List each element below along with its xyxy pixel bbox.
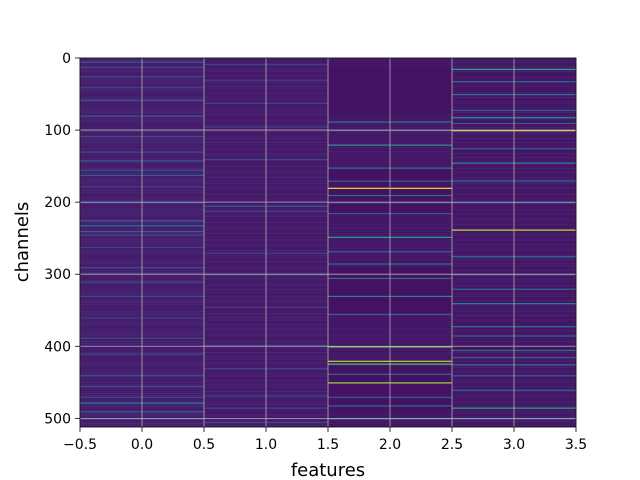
x-tick-label: 0.0	[131, 437, 153, 453]
x-tick-label: 3.0	[503, 437, 525, 453]
x-tick-label: 1.0	[255, 437, 277, 453]
x-axis-label: features	[291, 460, 365, 480]
x-tick-label: 2.5	[441, 437, 463, 453]
x-tick-label: −0.5	[63, 437, 97, 453]
y-tick-label: 300	[44, 267, 71, 283]
y-axis-ticks: 0 100 200 300 400 500	[44, 51, 80, 427]
y-tick-label: 200	[44, 195, 71, 211]
y-axis-label: channels	[12, 202, 33, 283]
y-tick-label: 400	[44, 339, 71, 355]
x-tick-label: 3.5	[565, 437, 587, 453]
x-tick-label: 2.0	[379, 437, 401, 453]
x-tick-label: 0.5	[193, 437, 215, 453]
x-axis-ticks: −0.5 0.0 0.5 1.0 1.5 2.0 2.5 3.0 3.5	[63, 427, 587, 453]
y-tick-label: 0	[62, 51, 71, 67]
x-tick-label: 1.5	[317, 437, 339, 453]
y-tick-label: 100	[44, 123, 71, 139]
y-tick-label: 500	[44, 411, 71, 427]
